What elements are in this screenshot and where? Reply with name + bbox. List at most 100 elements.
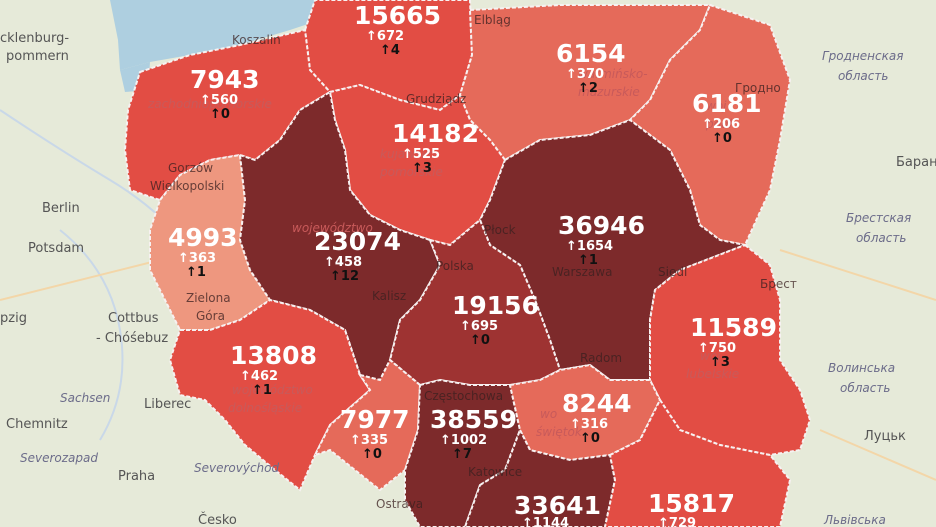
case-count: 7943 — [190, 65, 260, 94]
region-name-zachodniopomorskie: zachodniopomorskie — [147, 97, 272, 111]
stats-zachodniopomorskie: 7943 ↑560 ↑0 — [190, 65, 260, 122]
new-deaths: ↑0 — [580, 431, 600, 446]
place-label: Praha — [118, 469, 155, 484]
stats-swietokrzyskie: 8244 ↑316 ↑0 — [562, 389, 632, 446]
place-label: область — [856, 231, 906, 245]
city-label-grudziadz: Grudziądz — [406, 92, 466, 106]
place-label: Луцьк — [864, 429, 906, 444]
place-label: Severozapad — [20, 451, 98, 465]
stats-slaskie: 38559 ↑1002 ↑7 — [430, 405, 517, 462]
case-count: 19156 — [452, 291, 539, 320]
region-name-lubelskie-1: woj — [700, 349, 721, 363]
city-label-plock: Płock — [484, 223, 516, 237]
region-name-lubelskie-2: lubelskie — [686, 367, 739, 381]
city-label-grodno: Гродно — [735, 81, 781, 95]
city-label-radom: Radom — [580, 351, 622, 365]
new-cases: ↑370 — [566, 67, 604, 82]
new-deaths: ↑0 — [210, 107, 230, 122]
city-label-koszalin: Koszalin — [232, 33, 281, 47]
city-label-wielkopolski: Wielkopolski — [150, 179, 224, 193]
new-cases: ↑1002 — [440, 433, 487, 448]
road-line — [819, 429, 936, 481]
stats-dolnoslaskie: 13808 ↑462 ↑1 — [230, 341, 317, 398]
place-label: pommern — [6, 49, 69, 64]
city-label-gora: Góra — [196, 309, 225, 323]
region-name-warminsko-mazurskie-1: warmińsko- — [578, 67, 648, 81]
place-label: Berlin — [42, 201, 80, 216]
new-deaths: ↑0 — [712, 131, 732, 146]
new-cases: ↑316 — [570, 417, 608, 432]
case-count: 33641 — [514, 491, 601, 520]
river-line — [59, 229, 124, 441]
stats-lubuskie: 4993 ↑363 ↑1 — [168, 223, 238, 280]
place-label: Chemnitz — [6, 417, 68, 432]
new-cases: ↑462 — [240, 369, 278, 384]
region-slaskie[interactable] — [404, 378, 522, 527]
case-count: 8244 — [562, 389, 632, 418]
new-deaths: ↑3 — [710, 355, 730, 370]
region-name-warminsko-mazurskie-2: mazurskie — [578, 85, 640, 99]
city-label-brest: Брест — [760, 277, 797, 291]
new-cases: ↑560 — [200, 93, 238, 108]
place-label: Sachsen — [60, 391, 110, 405]
city-label-gorzow: Gorzów — [168, 161, 213, 175]
place-label: Львівська — [823, 513, 886, 527]
new-deaths: ↑0 — [362, 447, 382, 462]
city-label-polska: Polska — [436, 259, 474, 273]
new-deaths: ↑7 — [452, 447, 472, 462]
region-podkarpackie[interactable] — [603, 398, 792, 527]
place-label: cklenburg- — [0, 31, 69, 46]
city-label-kalisz: Kalisz — [372, 289, 406, 303]
city-label-ostrava: Ostrava — [376, 497, 423, 511]
case-count: 13808 — [230, 341, 317, 370]
case-count: 11589 — [690, 313, 777, 342]
road-line — [779, 249, 936, 301]
region-name-kujawsko-pomorskie-1: kujawsko- — [380, 147, 440, 161]
city-label-zielona: Zielona — [186, 291, 231, 305]
case-count: 15817 — [648, 489, 735, 518]
place-label: Брестская — [846, 211, 911, 225]
new-deaths: ↑1 — [186, 265, 206, 280]
city-label-katowice: Katowice — [468, 465, 522, 479]
stats-kujawsko-pomorskie: 14182 ↑525 ↑3 — [392, 119, 479, 176]
new-cases: ↑335 — [350, 433, 388, 448]
place-label: Česko — [198, 512, 237, 527]
place-label: Волинська — [828, 361, 895, 375]
region-name-swietokrzyskie-1: wo — [540, 407, 557, 421]
stats-podlaskie: 6181 ↑206 ↑0 — [692, 89, 762, 146]
case-count: 7977 — [340, 405, 410, 434]
city-label-warszawa: Warszawa — [552, 265, 612, 279]
region-opolskie[interactable] — [313, 358, 422, 492]
region-name-dolnoslaskie-1: województwo — [232, 383, 313, 397]
place-label: область — [840, 381, 890, 395]
new-cases: ↑363 — [178, 251, 216, 266]
region-name-podlaskie-2: podl — [705, 117, 733, 131]
new-cases: ↑672 — [366, 29, 404, 44]
place-label: Liberec — [144, 397, 191, 412]
stats-wielkopolskie: 23074 ↑458 ↑12 — [314, 227, 401, 284]
place-label: Potsdam — [28, 241, 84, 256]
case-count: 36946 — [558, 211, 645, 240]
road-line — [0, 259, 161, 301]
region-name-wielkopolskie: województwo — [292, 221, 373, 235]
new-deaths: ↑3 — [412, 161, 432, 176]
stats-opolskie: 7977 ↑335 ↑0 — [340, 405, 410, 462]
region-malopolskie[interactable] — [463, 427, 617, 527]
place-label: область — [838, 69, 888, 83]
new-deaths: ↑12 — [330, 269, 359, 284]
stats-mazowieckie: 36946 ↑1654 ↑1 — [558, 211, 645, 268]
case-count: 6154 — [556, 39, 626, 68]
new-cases: ↑695 — [460, 319, 498, 334]
place-label: Severovýchod — [194, 461, 280, 475]
city-label-siedlce: Siedl — [658, 265, 687, 279]
stats-podkarpackie: 15817 ↑729 — [648, 489, 735, 527]
place-label: - Chóśebuz — [96, 331, 168, 346]
place-label: pzig — [0, 311, 27, 326]
region-name-swietokrzyskie-2: świętok — [536, 425, 583, 439]
new-deaths: ↑4 — [380, 43, 400, 58]
stats-warminsko-mazurskie: 6154 ↑370 ↑2 — [556, 39, 626, 96]
new-cases: ↑1144 — [522, 516, 569, 527]
city-label-elblag: Elbląg — [474, 13, 511, 27]
region-name-podlaskie-1: woj — [706, 99, 727, 113]
new-cases: ↑525 — [402, 147, 440, 162]
